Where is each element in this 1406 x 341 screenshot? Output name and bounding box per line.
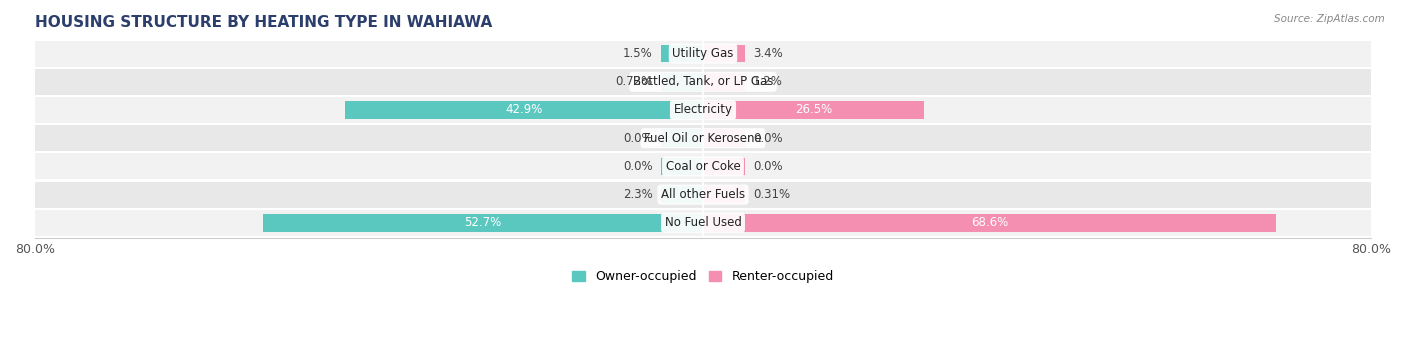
Text: 2.3%: 2.3% (623, 188, 652, 201)
Bar (703, 45, 745, 62)
Bar (703, 214, 1275, 232)
Bar (703, 186, 745, 203)
Bar (661, 158, 703, 175)
Bar (35, 153, 1371, 179)
Bar (703, 101, 924, 119)
Text: 3.4%: 3.4% (754, 47, 783, 60)
Text: 42.9%: 42.9% (505, 104, 543, 117)
Legend: Owner-occupied, Renter-occupied: Owner-occupied, Renter-occupied (568, 265, 838, 288)
Text: 0.0%: 0.0% (623, 132, 652, 145)
Text: HOUSING STRUCTURE BY HEATING TYPE IN WAHIAWA: HOUSING STRUCTURE BY HEATING TYPE IN WAH… (35, 15, 492, 30)
Bar (35, 69, 1371, 95)
Bar (661, 186, 703, 203)
Bar (661, 130, 703, 147)
Bar (35, 41, 1371, 66)
Text: No Fuel Used: No Fuel Used (665, 216, 741, 229)
Bar (703, 158, 745, 175)
Text: Source: ZipAtlas.com: Source: ZipAtlas.com (1274, 14, 1385, 24)
Bar (703, 130, 745, 147)
Text: 0.0%: 0.0% (754, 132, 783, 145)
Text: 26.5%: 26.5% (794, 104, 832, 117)
Bar (661, 45, 703, 62)
Text: Electricity: Electricity (673, 104, 733, 117)
Text: 0.0%: 0.0% (754, 160, 783, 173)
Bar (263, 214, 703, 232)
Text: 52.7%: 52.7% (464, 216, 502, 229)
Bar (35, 125, 1371, 151)
Bar (35, 182, 1371, 208)
Text: Coal or Coke: Coal or Coke (665, 160, 741, 173)
Bar (35, 97, 1371, 123)
Text: 68.6%: 68.6% (970, 216, 1008, 229)
Bar (35, 210, 1371, 236)
Text: Utility Gas: Utility Gas (672, 47, 734, 60)
Text: All other Fuels: All other Fuels (661, 188, 745, 201)
Text: 1.5%: 1.5% (623, 47, 652, 60)
Text: Bottled, Tank, or LP Gas: Bottled, Tank, or LP Gas (633, 75, 773, 88)
Text: 1.2%: 1.2% (754, 75, 783, 88)
Text: 0.31%: 0.31% (754, 188, 790, 201)
Bar (703, 73, 745, 91)
Bar (344, 101, 703, 119)
Text: 0.0%: 0.0% (623, 160, 652, 173)
Text: 0.72%: 0.72% (616, 75, 652, 88)
Text: Fuel Oil or Kerosene: Fuel Oil or Kerosene (644, 132, 762, 145)
Bar (661, 73, 703, 91)
